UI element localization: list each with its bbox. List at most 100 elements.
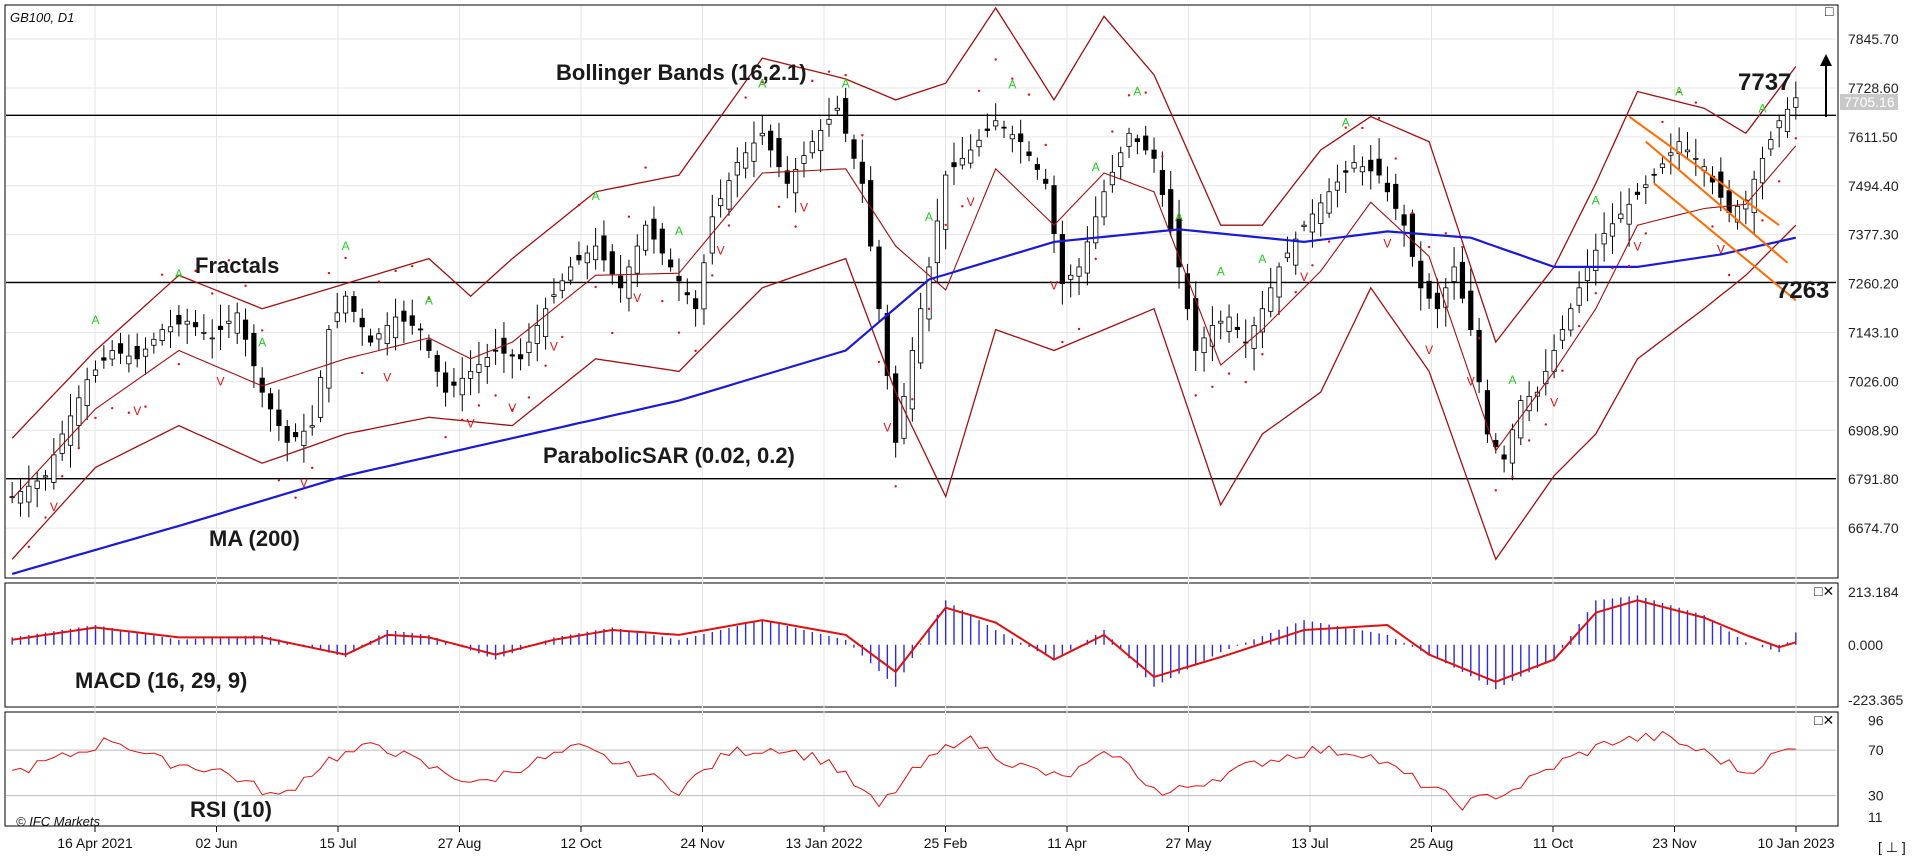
candle-body-152	[1276, 266, 1282, 298]
candle-body-24	[209, 337, 215, 340]
macd-label: MACD (16, 29, 9)	[75, 668, 247, 693]
candle-body-147	[1234, 326, 1240, 330]
candle-body-104	[876, 246, 882, 310]
rsi-panel	[4, 711, 1839, 827]
candle-body-156	[1309, 213, 1316, 233]
sar-dot-64	[544, 364, 547, 367]
candle-body-131	[1101, 191, 1107, 218]
candle-body-168	[1409, 213, 1416, 257]
sar-dot-12	[110, 406, 114, 410]
rsi-close-button[interactable]: □✕	[1814, 712, 1834, 728]
candle-body-117	[984, 128, 990, 131]
candle-body-5	[51, 454, 57, 483]
date-tick-12: 11 Oct	[1533, 835, 1573, 851]
sar-dot-114	[961, 205, 964, 208]
candle-body-179	[1501, 454, 1507, 460]
candle-body-121	[1018, 133, 1024, 143]
fractal-up-20: A	[175, 267, 183, 281]
sar-dot-54	[461, 418, 464, 422]
ma-label: MA (200)	[209, 526, 300, 551]
fractal-down-95: V	[800, 201, 808, 215]
price-tick-3: 7494.40	[1848, 178, 1899, 194]
sar-dot-10	[94, 416, 97, 420]
current-price-tag-bg	[1840, 94, 1898, 110]
sar-dot-94	[794, 225, 797, 228]
sar-dot-202	[1694, 101, 1698, 104]
fractal-up-200: A	[1675, 85, 1683, 99]
candle-body-53	[451, 381, 457, 386]
sar-dot-170	[1427, 245, 1431, 249]
sar-dot-100	[844, 73, 847, 77]
sar-dot-48	[411, 265, 414, 268]
candles	[9, 81, 1799, 518]
macd-close-button[interactable]: □✕	[1814, 583, 1834, 599]
sar-dot-110	[927, 307, 931, 311]
candle-body-101	[851, 139, 857, 159]
candle-body-38	[326, 329, 332, 389]
candle-body-19	[167, 326, 174, 333]
candle-body-6	[59, 433, 65, 454]
candle-body-81	[684, 292, 690, 296]
sar-dot-212	[1777, 180, 1781, 183]
sar-dot-14	[127, 411, 131, 414]
maximize-button[interactable]: □	[1825, 3, 1834, 19]
sar-dot-68	[577, 203, 581, 207]
sar-dot-46	[394, 269, 397, 273]
candle-body-113	[951, 162, 957, 168]
fractal-up-145: A	[1217, 264, 1225, 278]
indicator-overlays: V A V A V A V A V A V V V A V A V A V A V A V A V A A A A A V A V V V A V A V A…	[11, 6, 1798, 575]
candle-body-162	[1359, 166, 1366, 173]
candle-body-35	[301, 430, 307, 446]
candle-body-197	[1651, 173, 1657, 176]
sar-dot-60	[511, 408, 514, 411]
rsi-tick-3: 11	[1868, 809, 1883, 825]
fractal-down-155: V	[1300, 270, 1308, 284]
candle-body-62	[526, 341, 532, 353]
candle-body-61	[517, 354, 524, 360]
scroll-corner-button[interactable]: [ ⊥ ]	[1878, 839, 1906, 855]
sar-dot-4	[44, 516, 47, 519]
sar-dot-124	[1044, 143, 1047, 147]
candle-body-60	[509, 354, 515, 357]
fractal-down-205: V	[1717, 242, 1725, 256]
candle-body-97	[818, 130, 824, 152]
fractal-down-115: V	[967, 195, 975, 209]
candle-body-199	[1668, 152, 1674, 156]
fractal-down-45: V	[383, 370, 391, 384]
sar-dot-26	[227, 259, 231, 262]
price-tick-1: 7728.60	[1848, 80, 1899, 96]
candle-body-1	[17, 491, 24, 504]
candle-body-12	[109, 350, 115, 360]
sar-dot-200	[1677, 90, 1681, 94]
price-tick-2: 7611.50	[1848, 129, 1898, 145]
candle-body-67	[568, 266, 574, 281]
candle-body-169	[1418, 260, 1424, 289]
sar-dot-196	[1644, 232, 1648, 235]
fractal-down-125: V	[1050, 278, 1058, 292]
rsi-tick-2: 30	[1868, 788, 1884, 804]
date-tick-10: 13 Jul	[1291, 835, 1328, 851]
candle-body-63	[534, 325, 540, 344]
sar-dot-142	[1194, 394, 1197, 397]
candle-body-55	[467, 370, 474, 379]
sar-dot-28	[244, 284, 247, 287]
fractal-down-185: V	[1550, 395, 1558, 409]
x-axis-ticks: 16 Apr 2021 02 Jun 15 Jul 27 Aug 12 Oct 24 No…	[57, 826, 1835, 851]
sar-dot-192	[1611, 266, 1614, 270]
sar-dot-194	[1627, 264, 1631, 268]
candle-body-139	[1168, 189, 1174, 232]
candle-body-153	[1284, 252, 1291, 259]
candle-body-23	[201, 331, 207, 334]
channel-line-2	[1653, 182, 1797, 302]
sar-dot-106	[894, 485, 897, 488]
sar-dot-160	[1344, 126, 1347, 129]
fractal-down-55: V	[467, 416, 475, 430]
candle-body-105	[884, 313, 890, 376]
candle-body-54	[459, 377, 465, 396]
fractal-down-165: V	[1383, 237, 1391, 251]
candle-body-98	[826, 118, 832, 125]
fractal-up-210: A	[1758, 101, 1766, 115]
candle-body-116	[976, 139, 982, 148]
sar-dot-122	[1027, 93, 1031, 96]
candle-body-151	[1268, 287, 1274, 312]
